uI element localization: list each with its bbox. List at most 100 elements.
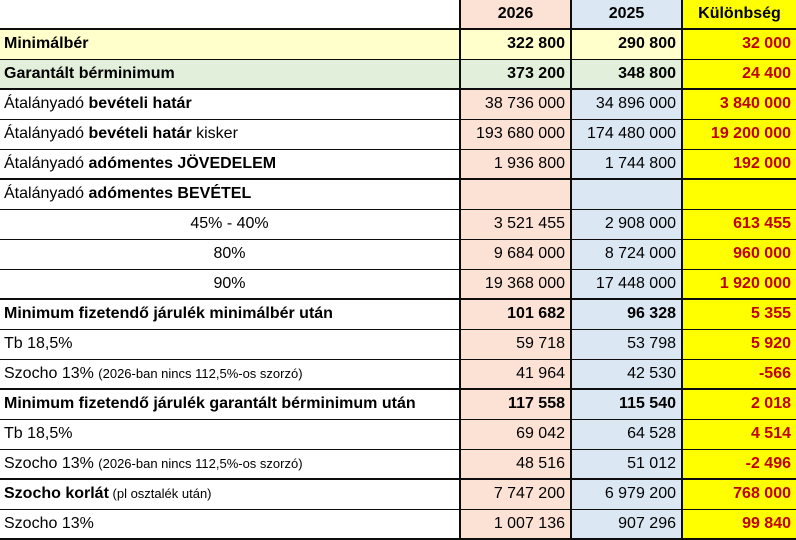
cell-2026[interactable]: 69 042: [459, 418, 571, 449]
cell-difference[interactable]: 613 455: [681, 208, 796, 239]
row-label-cell[interactable]: Átalányadó bevételi határ kisker: [0, 118, 460, 149]
cell-difference[interactable]: [681, 178, 796, 209]
label-text: 90%: [213, 274, 246, 292]
row-label-cell[interactable]: Szocho 13%: [0, 508, 460, 540]
table-row-90-szazalek: 90% 19 368 000 17 448 000 1 920 000: [0, 268, 796, 299]
row-label-cell[interactable]: Szocho korlát (pl osztalék után): [0, 478, 460, 509]
cell-2026[interactable]: 7 747 200: [459, 478, 571, 509]
row-label-cell[interactable]: 90%: [0, 268, 460, 299]
cell-difference[interactable]: 19 200 000: [681, 118, 796, 149]
cell-2025[interactable]: 34 896 000: [570, 88, 682, 119]
label-text: Szocho 13%: [4, 514, 94, 532]
cell-2026[interactable]: 193 680 000: [459, 118, 571, 149]
cell-2026[interactable]: 1 007 136: [459, 508, 571, 540]
table-row-80-szazalek: 80% 9 684 000 8 724 000 960 000: [0, 238, 796, 269]
row-label-cell[interactable]: Tb 18,5%: [0, 328, 460, 359]
cell-difference[interactable]: 960 000: [681, 238, 796, 269]
row-label-cell[interactable]: Szocho 13% (2026-ban nincs 112,5%-os szo…: [0, 358, 460, 389]
cell-2026[interactable]: 38 736 000: [459, 88, 571, 119]
cell-2025[interactable]: 51 012: [570, 448, 682, 479]
cell-difference[interactable]: 24 400: [681, 58, 796, 89]
row-label-cell[interactable]: Minimálbér: [0, 28, 460, 59]
cell-2026[interactable]: 117 558: [459, 388, 571, 419]
cell-2025[interactable]: 42 530: [570, 358, 682, 389]
cell-difference[interactable]: 99 840: [681, 508, 796, 540]
label-text-bold: adómentes JÖVEDELEM: [88, 154, 277, 172]
cell-2025[interactable]: 53 798: [570, 328, 682, 359]
cell-2026[interactable]: 41 964: [459, 358, 571, 389]
cell-2026[interactable]: [459, 178, 571, 209]
label-text: Átalányadó: [4, 185, 89, 203]
table-row-szocho-13: Szocho 13% 1 007 136 907 296 99 840: [0, 508, 796, 540]
cell-2025[interactable]: 64 528: [570, 418, 682, 449]
label-text: Szocho 13%: [4, 454, 99, 472]
cell-2025[interactable]: 96 328: [570, 298, 682, 329]
row-label-cell[interactable]: Szocho 13% (2026-ban nincs 112,5%-os szo…: [0, 448, 460, 479]
cell-2025[interactable]: 6 979 200: [570, 478, 682, 509]
cell-2025[interactable]: 17 448 000: [570, 268, 682, 299]
row-label-cell[interactable]: Átalányadó bevételi határ: [0, 88, 460, 119]
cell-difference[interactable]: 2 018: [681, 388, 796, 419]
cell-difference[interactable]: 768 000: [681, 478, 796, 509]
cell-2025[interactable]: 174 480 000: [570, 118, 682, 149]
corner-cell[interactable]: [0, 0, 460, 30]
row-label-cell[interactable]: Garantált bérminimum: [0, 58, 460, 89]
cell-2026[interactable]: 59 718: [459, 328, 571, 359]
cell-difference[interactable]: 4 514: [681, 418, 796, 449]
cell-difference[interactable]: 3 840 000: [681, 88, 796, 119]
cell-difference[interactable]: 5 920: [681, 328, 796, 359]
row-label-cell[interactable]: Átalányadó adómentes BEVÉTEL: [0, 178, 460, 209]
column-header-2025[interactable]: 2025: [570, 0, 682, 30]
table-row-szocho-korlat: Szocho korlát (pl osztalék után) 7 747 2…: [0, 478, 796, 509]
row-label-cell[interactable]: Minimum fizetendő járulék garantált bérm…: [0, 388, 460, 419]
row-label-cell[interactable]: Minimum fizetendő járulék minimálbér utá…: [0, 298, 460, 329]
cell-2025[interactable]: 290 800: [570, 28, 682, 59]
label-text-bold: bevételi határ: [88, 125, 192, 142]
cell-difference[interactable]: -2 496: [681, 448, 796, 479]
cell-2026[interactable]: 101 682: [459, 298, 571, 329]
cell-2026[interactable]: 3 521 455: [459, 208, 571, 239]
row-label-cell[interactable]: 80%: [0, 238, 460, 269]
cell-2026[interactable]: 1 936 800: [459, 148, 571, 179]
table-row-minimalber: Minimálbér 322 800 290 800 32 000: [0, 28, 796, 59]
label-text: kisker: [191, 125, 238, 142]
label-text-bold: Szocho korlát: [4, 485, 109, 503]
cell-2025[interactable]: 1 744 800: [570, 148, 682, 179]
table-row-jarulek-garantalt: Minimum fizetendő járulék garantált bérm…: [0, 388, 796, 419]
label-text-bold: Minimum fizetendő járulék garantált bérm…: [4, 395, 416, 413]
cell-2026[interactable]: 322 800: [459, 28, 571, 59]
row-label-cell[interactable]: Átalányadó adómentes JÖVEDELEM: [0, 148, 460, 179]
table-row-tb-minimalber: Tb 18,5% 59 718 53 798 5 920: [0, 328, 796, 359]
label-text: Átalányadó: [4, 154, 89, 172]
label-text: 80%: [213, 245, 246, 262]
cell-2025[interactable]: 907 296: [570, 508, 682, 540]
cell-2026[interactable]: 19 368 000: [459, 268, 571, 299]
table-row-tb-garantalt: Tb 18,5% 69 042 64 528 4 514: [0, 418, 796, 449]
label-text: Tb 18,5%: [4, 335, 73, 352]
row-label-cell[interactable]: 45% - 40%: [0, 208, 460, 239]
cell-2025[interactable]: 115 540: [570, 388, 682, 419]
cell-2026[interactable]: 373 200: [459, 58, 571, 89]
cell-difference[interactable]: 1 920 000: [681, 268, 796, 299]
cell-difference[interactable]: 5 355: [681, 298, 796, 329]
label-text-bold: Garantált bérminimum: [4, 64, 175, 82]
row-label-cell[interactable]: Tb 18,5%: [0, 418, 460, 449]
table-row-szocho-garantalt: Szocho 13% (2026-ban nincs 112,5%-os szo…: [0, 448, 796, 479]
cell-difference[interactable]: 32 000: [681, 28, 796, 59]
cell-2025[interactable]: 2 908 000: [570, 208, 682, 239]
cell-2026[interactable]: 48 516: [459, 448, 571, 479]
label-text: Szocho 13%: [4, 364, 99, 382]
cell-2026[interactable]: 9 684 000: [459, 238, 571, 269]
cell-2025[interactable]: 348 800: [570, 58, 682, 89]
label-text-bold: adómentes BEVÉTEL: [88, 185, 252, 203]
cell-difference[interactable]: 192 000: [681, 148, 796, 179]
label-text-bold: Minimum fizetendő járulék minimálbér utá…: [4, 305, 333, 323]
cell-2025[interactable]: [570, 178, 682, 209]
table-row-beveteli-hatar: Átalányadó bevételi határ 38 736 000 34 …: [0, 88, 796, 119]
header-row: 2026 2025 Különbség: [0, 0, 796, 30]
cell-difference[interactable]: -566: [681, 358, 796, 389]
column-header-kulonbseg[interactable]: Különbség: [681, 0, 796, 30]
column-header-2026[interactable]: 2026: [459, 0, 571, 30]
cell-2025[interactable]: 8 724 000: [570, 238, 682, 269]
